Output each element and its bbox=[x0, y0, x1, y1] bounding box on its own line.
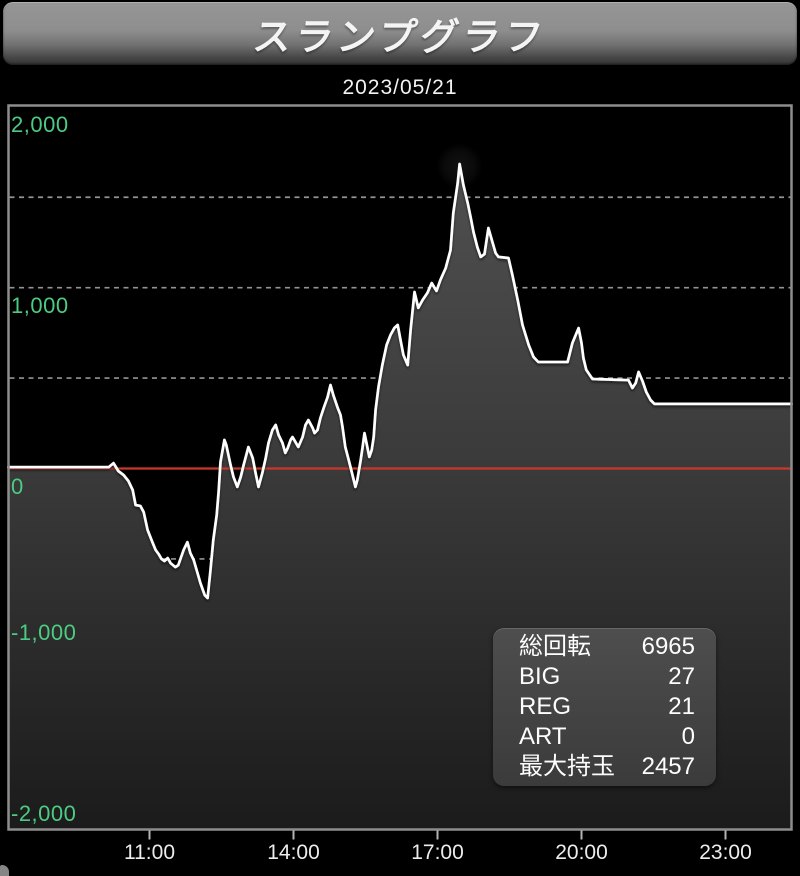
next-section-corner bbox=[0, 865, 9, 876]
stat-value: 27 bbox=[668, 663, 695, 690]
stat-value: 21 bbox=[668, 693, 695, 720]
stat-row: BIG 27 bbox=[519, 662, 695, 692]
stat-label: ART bbox=[519, 723, 567, 750]
y-axis-label: 2,000 bbox=[11, 111, 69, 137]
x-axis-label: 17:00 bbox=[411, 841, 464, 864]
stat-row: 最大持玉 2457 bbox=[519, 752, 695, 782]
stat-label: 総回転 bbox=[519, 633, 591, 660]
series-line bbox=[7, 162, 793, 600]
stat-value: 2457 bbox=[641, 753, 695, 780]
x-axis-label: 20:00 bbox=[555, 841, 608, 864]
chart-frame bbox=[7, 104, 793, 840]
stat-label: BIG bbox=[519, 663, 561, 690]
stat-row: ART 0 bbox=[519, 722, 695, 752]
x-axis-label: 14:00 bbox=[267, 841, 320, 864]
stat-value: 0 bbox=[681, 723, 695, 750]
stats-panel: 総回転 6965 BIG 27 REG 21 ART 0 最大持玉 2457 bbox=[493, 628, 716, 786]
stat-value: 6965 bbox=[641, 633, 695, 660]
stat-row: REG 21 bbox=[519, 692, 695, 722]
x-axis-label: 11:00 bbox=[124, 841, 175, 864]
chart-date: 2023/05/21 bbox=[342, 76, 458, 99]
y-axis-label: 1,000 bbox=[11, 292, 69, 318]
y-axis-label: -1,000 bbox=[11, 620, 77, 646]
stat-row: 総回転 6965 bbox=[519, 632, 695, 662]
x-axis-label: 23:00 bbox=[699, 841, 752, 864]
chart-border bbox=[7, 104, 793, 831]
y-axis-label: 0 bbox=[11, 473, 24, 499]
stat-label: 最大持玉 bbox=[519, 753, 615, 780]
stat-label: REG bbox=[519, 693, 572, 720]
title-bar: スランプグラフ bbox=[3, 2, 797, 65]
y-axis-label: -2,000 bbox=[11, 801, 77, 827]
